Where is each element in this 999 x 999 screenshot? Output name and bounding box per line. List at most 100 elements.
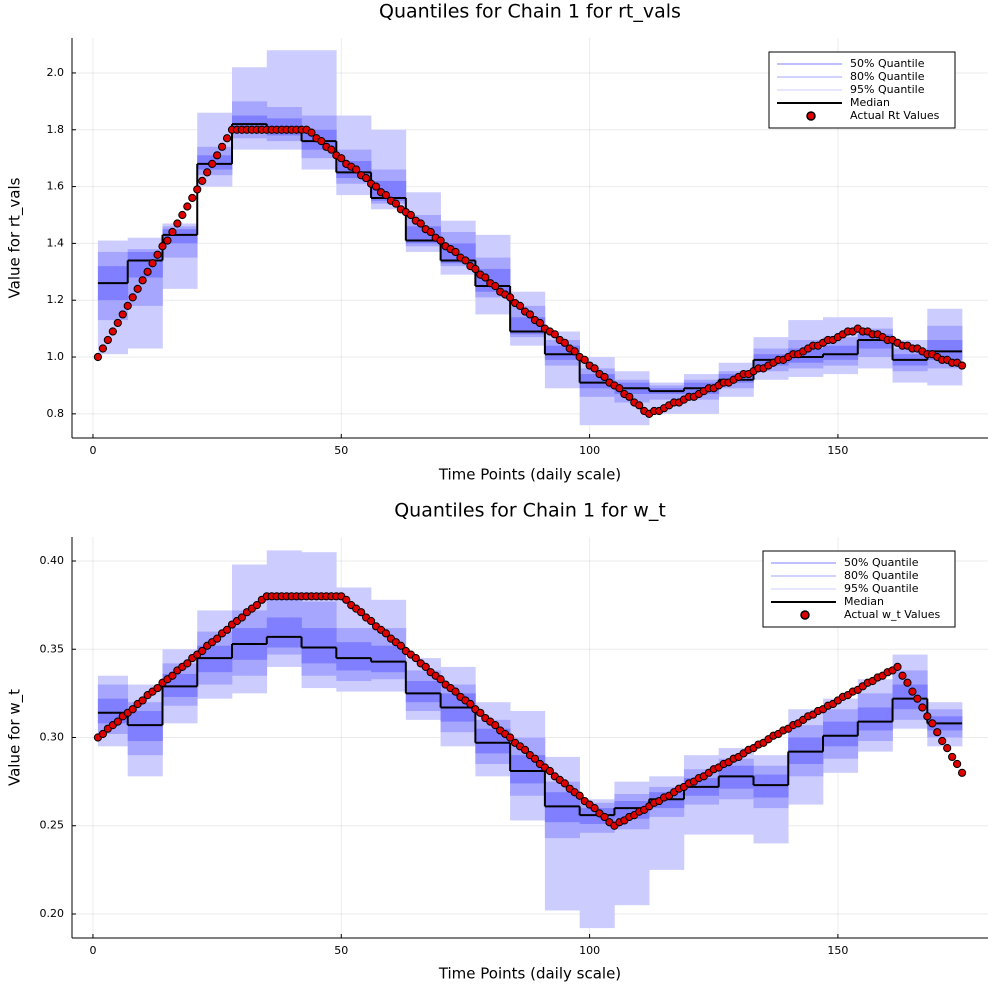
chart-title: Quantiles for Chain 1 for rt_vals: [379, 1, 681, 23]
actual-point: [327, 145, 336, 154]
actual-point: [213, 151, 222, 160]
actual-point: [943, 743, 952, 753]
actual-point: [173, 219, 182, 228]
actual-point: [893, 662, 902, 672]
actual-point: [550, 330, 559, 339]
legend-label: 50% Quantile: [844, 556, 919, 569]
actual-point: [918, 703, 927, 712]
actual-point: [580, 355, 589, 364]
actual-point: [148, 259, 157, 268]
actual-point: [123, 301, 132, 310]
actual-point: [252, 601, 261, 610]
actual-point: [237, 613, 247, 622]
legend-label: Median: [844, 595, 884, 608]
actual-point: [451, 687, 460, 696]
actual-point: [535, 318, 545, 328]
x-axis-label: Time Points (daily scale): [438, 466, 621, 484]
actual-point: [381, 629, 391, 638]
quantile-band: [405, 681, 441, 703]
chart: Quantiles for Chain 1 for w_t Time Points…: [6, 500, 988, 983]
actual-point: [938, 736, 947, 746]
y-axis-label: Value for w_t: [6, 689, 25, 786]
actual-point: [948, 752, 957, 762]
y-tick-label: 0.30: [40, 731, 65, 744]
quantile-band: [301, 628, 337, 664]
actual-point: [406, 210, 415, 220]
legend-label: 95% Quantile: [844, 582, 919, 595]
actual-point: [436, 675, 445, 684]
y-tick-label: 0.20: [40, 907, 65, 920]
legend-label: 80% Quantile: [844, 569, 919, 582]
x-tick-label: 100: [579, 944, 600, 957]
actual-point: [371, 182, 381, 191]
actual-point: [953, 759, 962, 769]
y-tick-label: 0.35: [40, 642, 65, 655]
actual-point: [421, 662, 430, 672]
actual-point: [590, 364, 599, 373]
actual-point: [128, 293, 137, 302]
actual-point: [520, 745, 530, 754]
actual-point: [168, 227, 177, 237]
x-tick-label: 0: [89, 944, 96, 957]
x-tick-label: 150: [827, 444, 848, 457]
y-tick-label: 1.6: [47, 180, 65, 193]
actual-point: [933, 728, 942, 737]
actual-point: [560, 779, 569, 788]
actual-point: [481, 273, 490, 282]
actual-point: [342, 595, 351, 604]
actual-point: [506, 293, 515, 302]
actual-point: [451, 247, 460, 257]
y-tick-label: 1.8: [47, 123, 65, 136]
actual-point: [957, 768, 967, 777]
actual-point: [118, 310, 127, 319]
quantile-band: [371, 645, 407, 673]
legend-label: Median: [850, 96, 890, 109]
actual-point: [128, 705, 137, 714]
actual-point: [222, 625, 232, 634]
actual-point: [138, 696, 147, 705]
x-tick-label: 0: [89, 444, 96, 457]
actual-point: [198, 176, 207, 185]
y-tick-label: 1.4: [47, 236, 65, 249]
actual-point: [208, 159, 217, 168]
actual-point: [923, 712, 932, 721]
legend-label: 50% Quantile: [850, 57, 925, 70]
actual-point: [193, 185, 202, 194]
actual-point: [615, 384, 624, 393]
y-tick-label: 0.25: [40, 819, 65, 832]
actual-point: [168, 671, 177, 680]
actual-point: [426, 227, 435, 237]
actual-point: [391, 199, 401, 208]
actual-point: [416, 219, 425, 228]
actual-point: [506, 733, 515, 742]
actual-point: [903, 678, 912, 687]
actual-point: [396, 641, 405, 650]
actual-point: [217, 142, 227, 151]
actual-point: [188, 193, 197, 203]
actual-point: [560, 338, 569, 347]
quantile-band: [823, 721, 859, 747]
x-axis-label: Time Points (daily scale): [438, 965, 621, 983]
actual-point: [411, 653, 420, 663]
actual-point: [436, 236, 445, 245]
actual-point: [93, 352, 103, 362]
actual-point: [590, 803, 599, 813]
chart-title: Quantiles for Chain 1 for w_t: [394, 500, 666, 522]
x-tick-label: 50: [334, 944, 348, 957]
actual-point: [213, 634, 222, 643]
actual-point: [491, 281, 500, 291]
quantile-band: [823, 345, 859, 360]
legend-label: 95% Quantile: [850, 83, 925, 96]
actual-point: [466, 699, 475, 709]
quantile-band: [266, 617, 302, 648]
actual-point: [183, 202, 192, 211]
quantile-band: [510, 755, 546, 784]
actual-point: [545, 766, 554, 776]
legend-marker: [800, 610, 810, 620]
actual-point: [381, 191, 391, 200]
actual-point: [153, 250, 162, 259]
y-axis-label: Value for rt_vals: [6, 177, 25, 298]
actual-point: [198, 646, 207, 656]
